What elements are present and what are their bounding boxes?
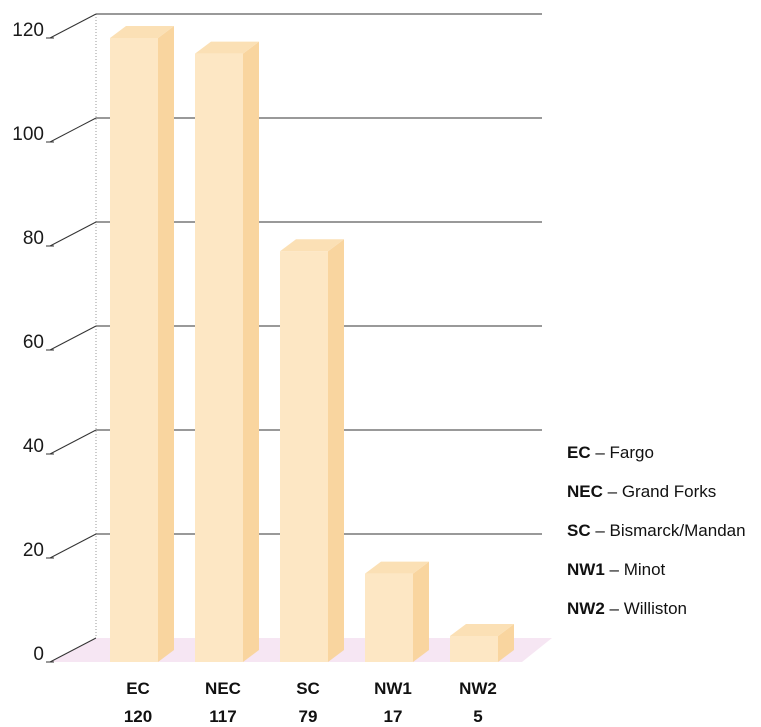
legend-label: Minot (623, 560, 666, 579)
data-label: 79 (299, 707, 318, 726)
bar-side (498, 624, 514, 662)
legend-code: NEC (567, 482, 603, 501)
legend: EC – Fargo NEC – Grand Forks SC – Bismar… (567, 440, 746, 635)
bar-top (365, 561, 429, 574)
bar-nw1 (365, 573, 413, 662)
data-label: 120 (124, 707, 152, 726)
bar-side (413, 561, 429, 662)
y-tick-label: 0 (33, 644, 44, 665)
bar-nw2 (450, 636, 498, 662)
y-tick-label: 40 (23, 436, 44, 457)
bar-side (328, 239, 344, 662)
gridline-diagonal (49, 13, 97, 39)
x-category-label: NEC (205, 679, 241, 698)
legend-item-ec: EC – Fargo (567, 440, 746, 479)
data-label: 5 (473, 707, 482, 726)
legend-code: NW1 (567, 560, 605, 579)
legend-label: Fargo (609, 443, 654, 462)
bar-top (450, 624, 514, 636)
legend-separator: – (590, 443, 610, 462)
data-label: 117 (209, 707, 236, 726)
legend-item-nw1: NW1 – Minot (567, 557, 746, 596)
x-category-label: EC (126, 679, 150, 698)
y-tick-label: 120 (12, 20, 44, 41)
bars (110, 26, 514, 663)
gridline-diagonal (49, 117, 97, 143)
bar-top (195, 41, 259, 54)
legend-label: Williston (623, 599, 687, 618)
legend-label: Grand Forks (621, 482, 717, 501)
x-category-label: NW2 (459, 679, 497, 698)
y-axis-ticks: 0 20 40 60 80 100 120 (12, 20, 54, 665)
data-label: 17 (384, 707, 403, 726)
gridline-diagonal (49, 325, 97, 351)
bar-top (280, 239, 344, 252)
legend-code: EC (567, 443, 591, 462)
legend-item-sc: SC – Bismarck/Mandan (567, 518, 746, 557)
legend-item-nec: NEC – Grand Forks (567, 479, 746, 518)
y-tick-label: 20 (23, 540, 44, 561)
bar-ec (110, 38, 158, 662)
legend-code: SC (567, 521, 591, 540)
legend-label: Bismarck/Mandan (609, 521, 746, 540)
bar-top (110, 26, 174, 38)
bar-sc (280, 251, 328, 662)
legend-code: NW2 (567, 599, 605, 618)
legend-separator: – (590, 521, 610, 540)
legend-separator: – (604, 560, 624, 579)
baseline-diagonal (49, 637, 97, 663)
legend-separator: – (602, 482, 622, 501)
x-category-label: SC (296, 679, 320, 698)
gridline-diagonal (49, 221, 97, 247)
y-tick-label: 60 (23, 332, 44, 353)
x-category-label: NW1 (374, 679, 412, 698)
legend-separator: – (604, 599, 624, 618)
x-axis-labels: EC 120 NEC 117 SC 79 NW1 17 NW2 5 (124, 679, 497, 726)
y-tick-label: 100 (12, 124, 44, 145)
legend-item-nw2: NW2 – Williston (567, 596, 746, 635)
gridline-diagonal (49, 533, 97, 559)
bar-side (158, 26, 174, 662)
bar-side (243, 41, 259, 663)
bar-nec (195, 53, 243, 663)
y-tick-label: 80 (23, 228, 44, 249)
gridline-diagonal (49, 429, 97, 455)
